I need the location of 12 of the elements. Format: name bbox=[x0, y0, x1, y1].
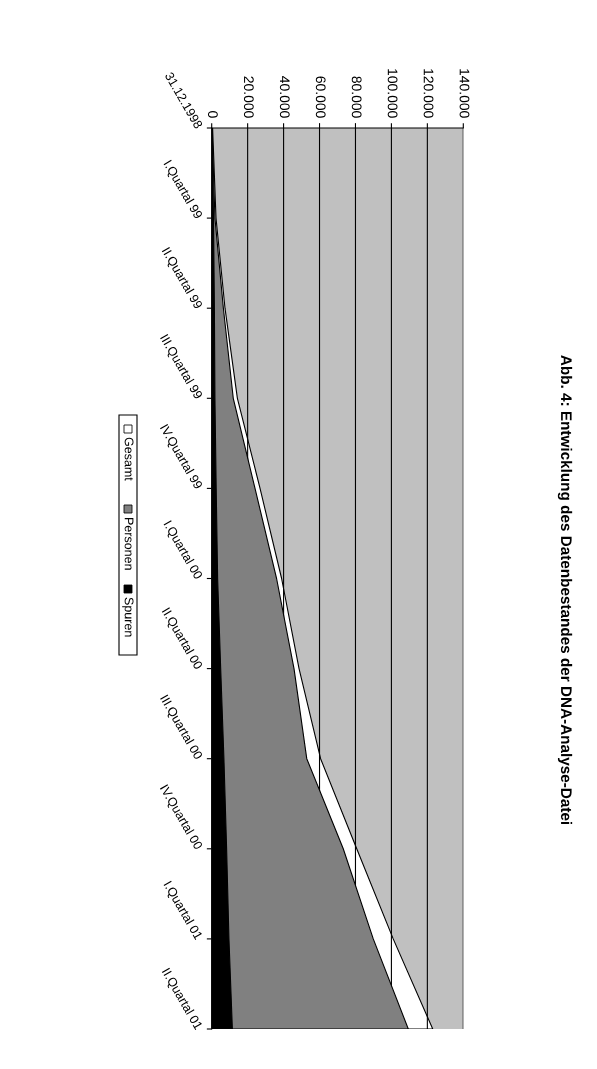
x-tick-label: 120.000 bbox=[423, 69, 434, 118]
text: Abb. 4: Entwicklung des Datenbestandes der DNA-Analyse-Datei bbox=[557, 355, 573, 825]
legend-label: Spuren bbox=[122, 597, 134, 637]
x-tick-label: 100.000 bbox=[387, 69, 398, 118]
x-tick-label: 20.000 bbox=[243, 76, 254, 118]
x-tick-label: 60.000 bbox=[315, 76, 326, 118]
x-tick-label: 0 bbox=[207, 111, 218, 118]
legend-label: Gesamt bbox=[124, 437, 134, 481]
x-tick-label: 140.000 bbox=[459, 69, 470, 118]
x-tick-label: 80.000 bbox=[351, 76, 362, 118]
legend-label: Personen bbox=[124, 518, 134, 570]
x-tick-label: 40.000 bbox=[279, 76, 290, 118]
